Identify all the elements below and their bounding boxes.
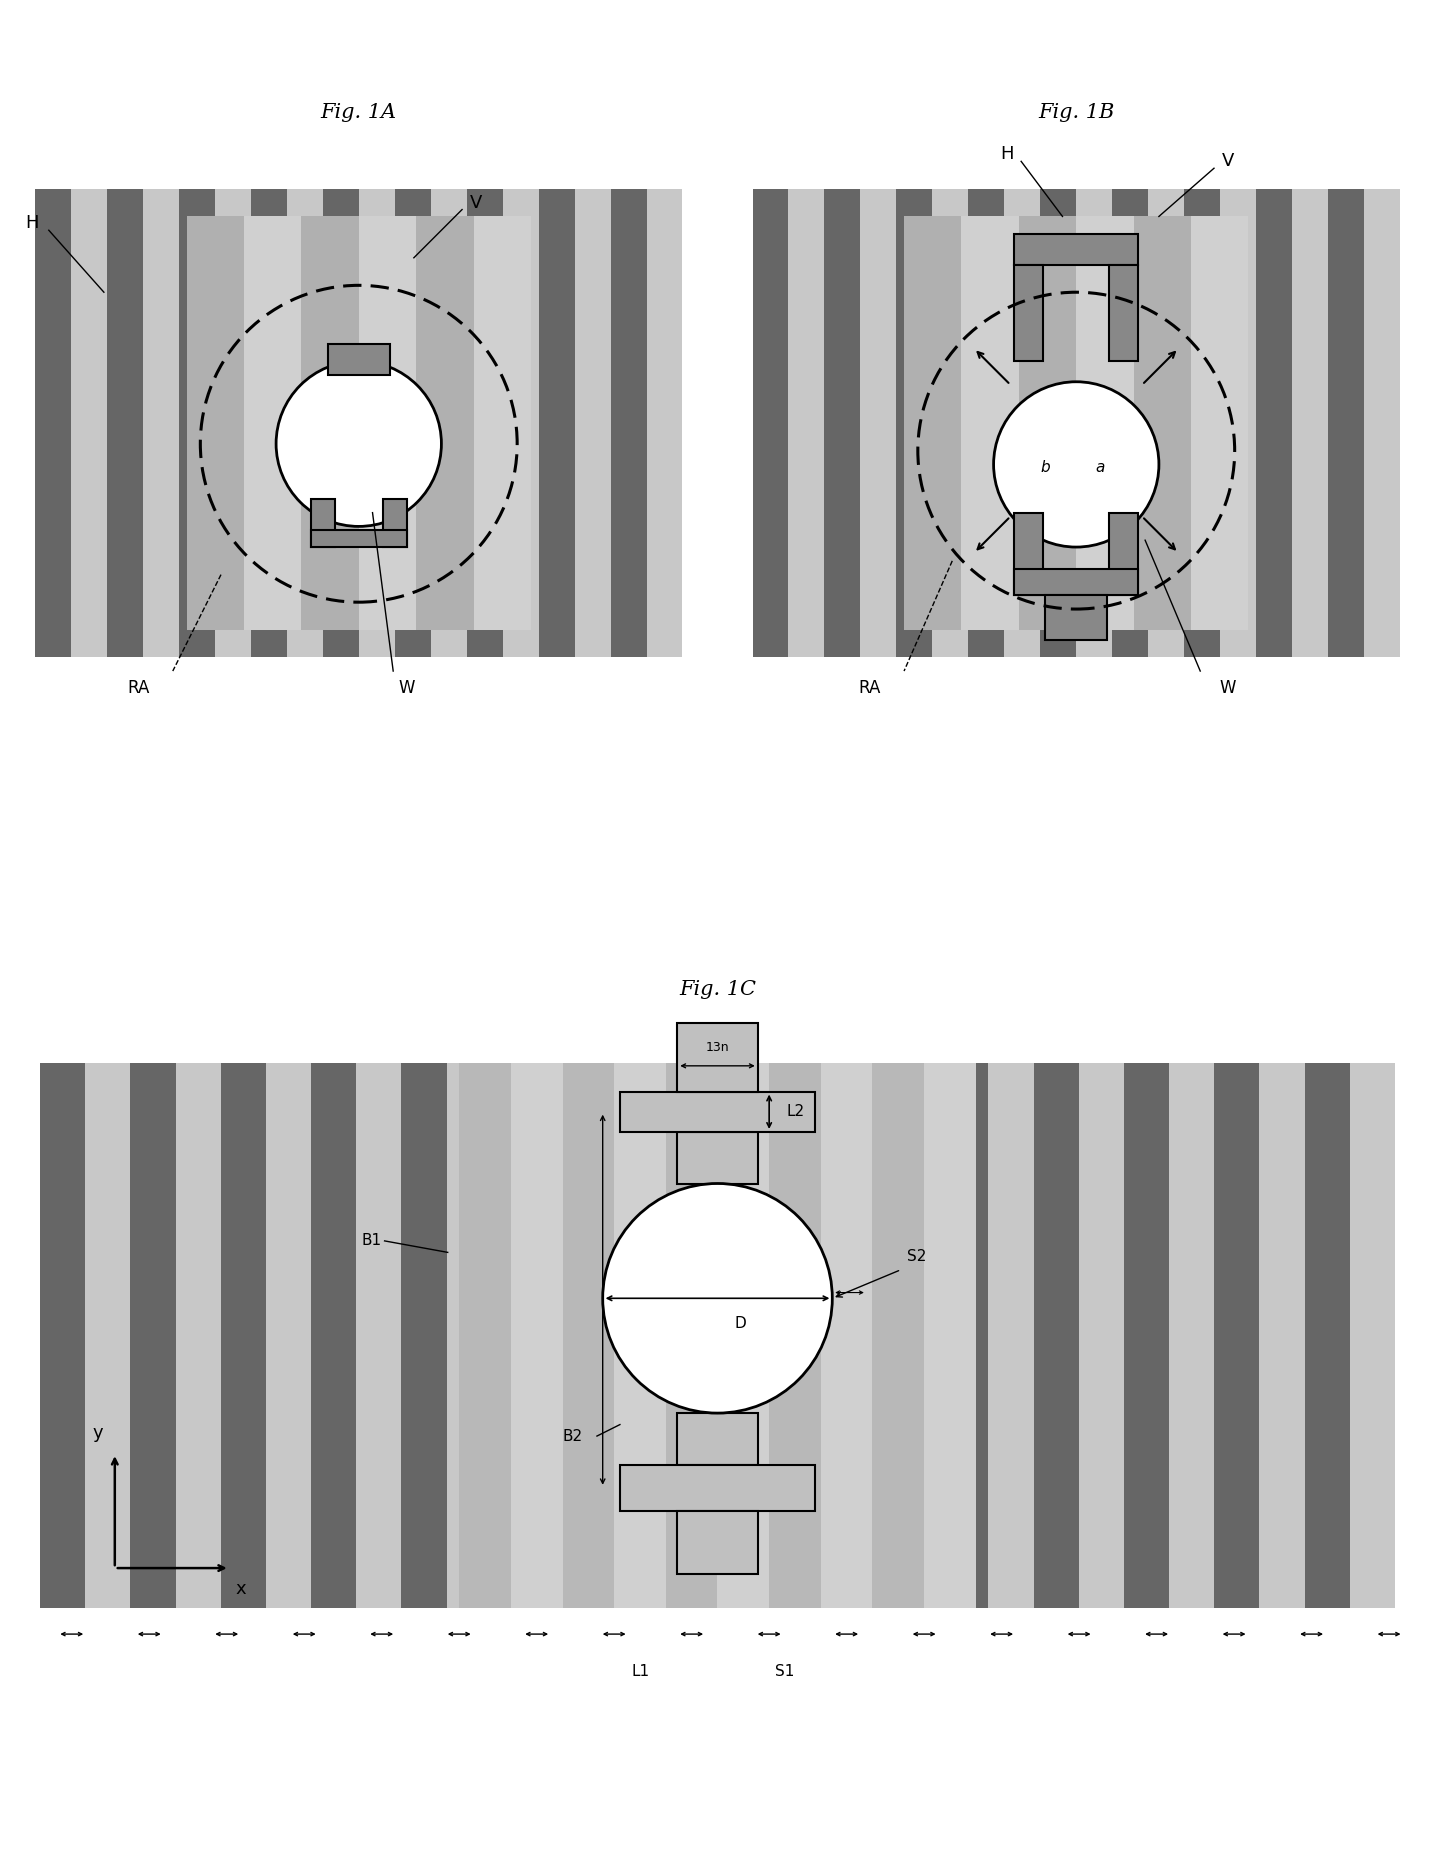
Bar bbox=[459, 1063, 511, 1608]
Bar bbox=[620, 1091, 815, 1132]
Text: V: V bbox=[469, 193, 482, 212]
Bar bbox=[904, 216, 1248, 630]
Bar bbox=[1214, 1063, 1260, 1608]
Bar bbox=[310, 498, 334, 547]
Bar bbox=[1256, 190, 1292, 658]
Bar bbox=[1134, 216, 1191, 630]
Bar bbox=[40, 1063, 85, 1608]
Bar bbox=[327, 344, 390, 376]
Bar bbox=[187, 216, 531, 630]
Bar bbox=[466, 190, 502, 658]
Text: 13n: 13n bbox=[706, 1041, 729, 1054]
Bar bbox=[1124, 1063, 1170, 1608]
Text: H: H bbox=[1000, 145, 1015, 164]
Bar bbox=[402, 1063, 446, 1608]
Circle shape bbox=[993, 381, 1159, 547]
Circle shape bbox=[603, 1184, 832, 1413]
Bar bbox=[677, 1022, 758, 1091]
Bar bbox=[620, 1465, 815, 1511]
Bar bbox=[1109, 513, 1138, 595]
Text: a: a bbox=[1096, 461, 1105, 476]
Text: L1: L1 bbox=[631, 1664, 650, 1679]
Bar bbox=[383, 498, 408, 547]
Bar bbox=[677, 1511, 758, 1575]
Text: b: b bbox=[1040, 461, 1050, 476]
Circle shape bbox=[276, 361, 442, 526]
Text: W: W bbox=[1220, 679, 1236, 697]
Text: RA: RA bbox=[858, 679, 881, 697]
Bar bbox=[825, 190, 861, 658]
Bar bbox=[34, 190, 683, 658]
Text: Fig. 1B: Fig. 1B bbox=[1038, 102, 1115, 123]
Bar bbox=[108, 190, 144, 658]
Text: Fig. 1C: Fig. 1C bbox=[679, 980, 756, 998]
Bar bbox=[1040, 190, 1076, 658]
Bar bbox=[1015, 513, 1043, 595]
Text: y: y bbox=[92, 1424, 103, 1443]
Bar bbox=[872, 1063, 924, 1608]
Bar bbox=[904, 216, 961, 630]
Bar bbox=[897, 190, 933, 658]
Bar bbox=[677, 1132, 758, 1184]
Text: H: H bbox=[24, 214, 39, 232]
Text: RA: RA bbox=[128, 679, 149, 697]
Text: L2: L2 bbox=[786, 1104, 805, 1119]
Bar bbox=[251, 190, 287, 658]
Bar bbox=[610, 190, 647, 658]
Bar bbox=[563, 1063, 614, 1608]
Text: B2: B2 bbox=[563, 1428, 583, 1444]
Bar bbox=[1045, 595, 1108, 639]
Bar bbox=[395, 190, 430, 658]
Text: x: x bbox=[235, 1580, 247, 1597]
Bar bbox=[323, 190, 359, 658]
Bar bbox=[752, 190, 1401, 658]
Bar bbox=[492, 1063, 537, 1608]
Bar bbox=[1327, 190, 1365, 658]
Bar bbox=[1112, 190, 1148, 658]
Bar bbox=[311, 1063, 356, 1608]
Text: B1: B1 bbox=[362, 1233, 382, 1249]
Bar bbox=[459, 1063, 976, 1608]
Bar bbox=[1019, 216, 1076, 630]
Text: Fig. 1A: Fig. 1A bbox=[320, 102, 397, 123]
Bar bbox=[969, 190, 1004, 658]
Bar bbox=[852, 1063, 898, 1608]
Bar bbox=[673, 1063, 718, 1608]
Bar bbox=[1015, 264, 1043, 361]
Text: V: V bbox=[1221, 152, 1234, 171]
Bar bbox=[187, 216, 244, 630]
Bar bbox=[1184, 190, 1220, 658]
Bar bbox=[1015, 234, 1138, 264]
Bar bbox=[583, 1063, 627, 1608]
Bar bbox=[1304, 1063, 1350, 1608]
Text: S1: S1 bbox=[775, 1664, 795, 1679]
Bar bbox=[666, 1063, 718, 1608]
Bar bbox=[40, 1063, 1395, 1608]
Bar bbox=[677, 1413, 758, 1465]
Bar bbox=[221, 1063, 265, 1608]
Bar bbox=[752, 190, 788, 658]
Bar bbox=[34, 190, 70, 658]
Bar bbox=[943, 1063, 989, 1608]
Bar bbox=[762, 1063, 808, 1608]
Bar bbox=[301, 216, 359, 630]
Bar bbox=[1109, 264, 1138, 361]
Bar bbox=[538, 190, 574, 658]
Text: W: W bbox=[399, 679, 415, 697]
Bar bbox=[179, 190, 215, 658]
Text: D: D bbox=[735, 1316, 746, 1331]
Bar bbox=[416, 216, 474, 630]
Bar bbox=[769, 1063, 821, 1608]
Bar bbox=[1033, 1063, 1079, 1608]
Text: S2: S2 bbox=[907, 1249, 927, 1264]
Bar bbox=[131, 1063, 175, 1608]
Bar bbox=[1015, 569, 1138, 595]
Bar bbox=[310, 530, 408, 547]
